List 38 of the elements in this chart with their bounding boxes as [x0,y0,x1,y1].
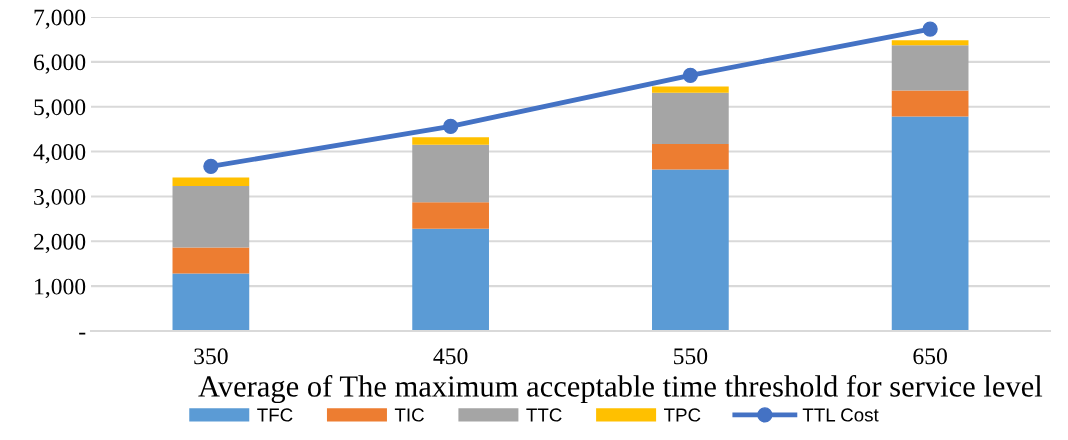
bar [412,228,489,331]
x-tick-label: 650 [913,348,947,365]
x-tick-label: 350 [194,348,228,365]
point [922,21,938,37]
bar [652,86,729,93]
legend-label: TTC [526,408,562,422]
y-tick-label: 4,000 [33,144,86,164]
bar [652,143,729,170]
bar [652,92,729,144]
bar [412,144,489,203]
bar [652,169,729,331]
x-tick-label: 450 [433,348,468,365]
legend-label: TTL Cost [802,408,879,422]
x-tick-label: 550 [674,348,708,365]
bar [891,116,969,331]
bar [891,40,969,46]
y-tick-label: 1,000 [35,278,86,298]
bar [172,177,250,187]
bar [172,273,250,331]
y-tick-label: 5,000 [34,99,86,119]
bar [172,186,250,248]
y-tick-label: 2,000 [34,233,86,254]
y-tick-label: - [79,332,86,335]
bar [412,202,489,229]
point [442,118,459,135]
legend-label: TPC [664,408,701,422]
bar [891,45,969,91]
legend-label: TFC [257,408,293,422]
bar [172,247,250,274]
bar [412,137,489,145]
point [203,158,219,175]
y-tick-label: 3,000 [34,188,86,209]
legend-label: TIC [394,408,424,422]
y-tick-label: 6,000 [34,54,86,74]
x-axis-title: Average of The maximum acceptable time threshold for service level [198,374,1043,404]
y-tick-label: 7,000 [34,9,86,29]
point [682,67,699,83]
bar [891,90,969,117]
